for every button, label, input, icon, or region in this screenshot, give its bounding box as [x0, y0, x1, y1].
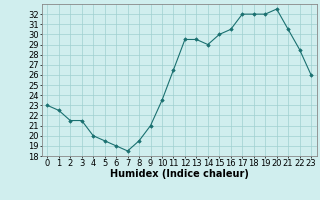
X-axis label: Humidex (Indice chaleur): Humidex (Indice chaleur) — [110, 169, 249, 179]
